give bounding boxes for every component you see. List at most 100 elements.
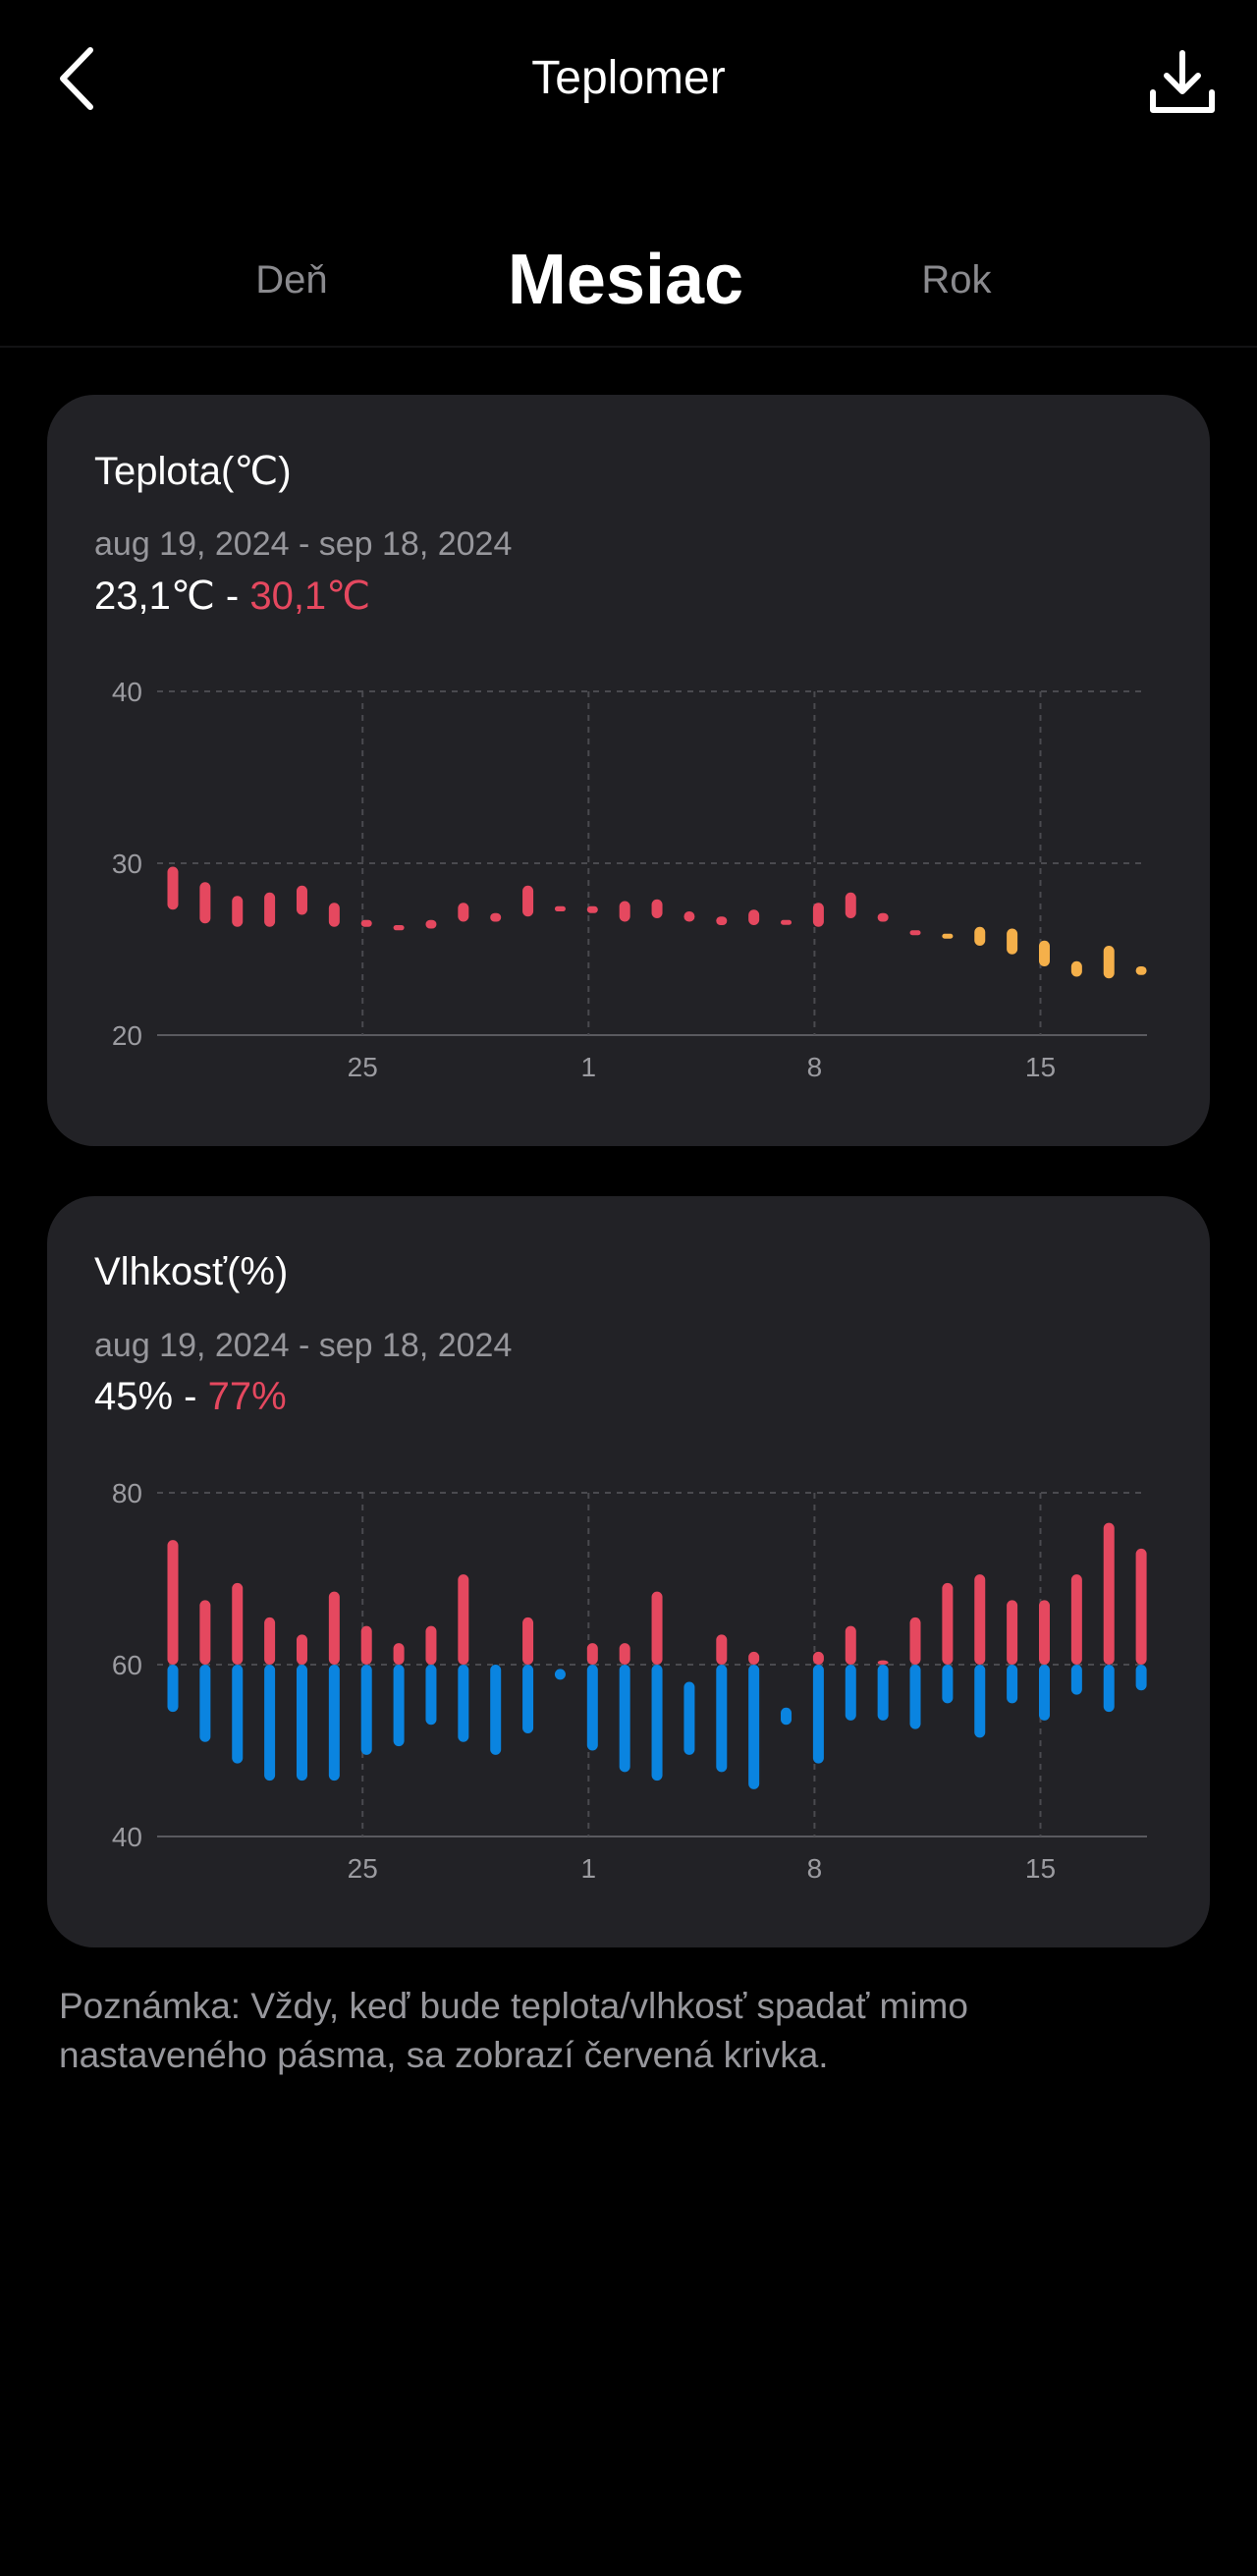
humidity-bar-below[interactable] — [781, 1707, 792, 1726]
humidity-bar-above[interactable] — [619, 1643, 630, 1665]
humidity-bar-below[interactable] — [296, 1665, 307, 1781]
temperature-bar[interactable] — [1007, 928, 1018, 955]
humidity-bar-above[interactable] — [458, 1574, 469, 1665]
humidity-bar-above[interactable] — [845, 1625, 856, 1665]
humidity-bar-below[interactable] — [877, 1665, 889, 1721]
temperature-bar[interactable] — [458, 903, 469, 922]
humidity-bar-below[interactable] — [360, 1665, 372, 1755]
temperature-bar[interactable] — [199, 882, 211, 924]
temperature-bar[interactable] — [974, 926, 986, 946]
temperature-bar[interactable] — [490, 912, 502, 922]
temperature-bar[interactable] — [1135, 966, 1147, 975]
temperature-bar[interactable] — [942, 933, 954, 939]
humidity-bar-below[interactable] — [1135, 1665, 1147, 1691]
temperature-chart[interactable]: 20 30 40 25 1 8 15 — [47, 395, 1210, 1146]
humidity-bar-above[interactable] — [586, 1643, 598, 1665]
humidity-bar-above[interactable] — [199, 1600, 211, 1665]
humidity-bar-below[interactable] — [425, 1665, 437, 1726]
humidity-x-tick-label: 1 — [581, 1853, 597, 1884]
temperature-bar[interactable] — [586, 905, 598, 913]
humidity-bar-below[interactable] — [554, 1669, 566, 1680]
temperature-bar[interactable] — [909, 930, 921, 936]
humidity-card[interactable]: Vlhkosť(%) aug 19, 2024 - sep 18, 2024 4… — [47, 1196, 1210, 1947]
humidity-bar-above[interactable] — [909, 1617, 921, 1665]
humidity-bar-above[interactable] — [942, 1582, 954, 1665]
humidity-bar-above[interactable] — [748, 1651, 760, 1665]
humidity-bar-above[interactable] — [1070, 1574, 1082, 1665]
temperature-bar[interactable] — [296, 885, 307, 915]
humidity-bar-above[interactable] — [425, 1625, 437, 1665]
humidity-bar-above[interactable] — [651, 1591, 663, 1665]
humidity-bar-above[interactable] — [1007, 1600, 1018, 1665]
humidity-bar-above[interactable] — [812, 1651, 824, 1665]
humidity-bar-above[interactable] — [232, 1582, 244, 1665]
temperature-bar[interactable] — [554, 905, 566, 911]
humidity-bar-below[interactable] — [812, 1665, 824, 1764]
humidity-bar-below[interactable] — [716, 1665, 728, 1773]
humidity-bar-above[interactable] — [393, 1643, 405, 1665]
humidity-bar-above[interactable] — [360, 1625, 372, 1665]
humidity-bar-below[interactable] — [264, 1665, 276, 1781]
humidity-bar-below[interactable] — [328, 1665, 340, 1781]
temperature-bar[interactable] — [1038, 940, 1050, 966]
temperature-bar[interactable] — [877, 912, 889, 922]
temperature-bar[interactable] — [425, 919, 437, 929]
humidity-bar-below[interactable] — [393, 1665, 405, 1747]
humidity-chart[interactable]: 40 60 80 25 1 8 15 — [47, 1196, 1210, 1947]
humidity-bar-below[interactable] — [974, 1665, 986, 1738]
temperature-card[interactable]: Teplota(℃) aug 19, 2024 - sep 18, 2024 2… — [47, 395, 1210, 1146]
temperature-bar[interactable] — [619, 901, 630, 922]
temperature-bar[interactable] — [328, 903, 340, 927]
temperature-bar[interactable] — [360, 919, 372, 927]
humidity-bar-below[interactable] — [1007, 1665, 1018, 1704]
humidity-bar-below[interactable] — [1070, 1665, 1082, 1695]
temperature-bar[interactable] — [845, 892, 856, 918]
tab-year[interactable]: Rok — [921, 257, 992, 301]
humidity-bar-above[interactable] — [877, 1660, 889, 1665]
humidity-bar-below[interactable] — [490, 1665, 502, 1755]
humidity-bar-below[interactable] — [1103, 1665, 1115, 1713]
temperature-bar[interactable] — [1070, 960, 1082, 977]
temperature-bar[interactable] — [748, 909, 760, 925]
humidity-bar-above[interactable] — [264, 1617, 276, 1665]
humidity-bar-below[interactable] — [586, 1665, 598, 1751]
humidity-bar-below[interactable] — [748, 1665, 760, 1789]
humidity-bar-below[interactable] — [651, 1665, 663, 1781]
temperature-bar[interactable] — [683, 911, 695, 922]
humidity-bar-below[interactable] — [909, 1665, 921, 1729]
humidity-bar-below[interactable] — [619, 1665, 630, 1773]
temperature-bar[interactable] — [393, 925, 405, 931]
download-button[interactable] — [1139, 39, 1226, 126]
humidity-bar-below[interactable] — [845, 1665, 856, 1721]
tab-month[interactable]: Mesiac — [507, 241, 744, 319]
temperature-bar[interactable] — [232, 896, 244, 927]
humidity-bar-below[interactable] — [1038, 1665, 1050, 1721]
temperature-bar[interactable] — [264, 892, 276, 927]
temperature-bar[interactable] — [522, 885, 534, 917]
temperature-bar[interactable] — [716, 916, 728, 925]
humidity-bar-above[interactable] — [1103, 1522, 1115, 1665]
humidity-bar-above[interactable] — [1038, 1600, 1050, 1665]
humidity-bar-below[interactable] — [522, 1665, 534, 1733]
humidity-bar-below[interactable] — [232, 1665, 244, 1764]
humidity-bar-above[interactable] — [296, 1634, 307, 1665]
humidity-bar-above[interactable] — [328, 1591, 340, 1665]
temperature-bar[interactable] — [167, 866, 179, 910]
temperature-bar[interactable] — [781, 919, 792, 925]
temperature-bar[interactable] — [812, 903, 824, 927]
humidity-bar-below[interactable] — [167, 1665, 179, 1713]
humidity-bar-below[interactable] — [458, 1665, 469, 1742]
humidity-bar-above[interactable] — [522, 1617, 534, 1665]
tab-day[interactable]: Deň — [255, 257, 328, 301]
humidity-bar-below[interactable] — [199, 1665, 211, 1742]
temperature-bar[interactable] — [651, 899, 663, 918]
humidity-bar-below[interactable] — [942, 1665, 954, 1704]
back-button[interactable] — [47, 41, 106, 116]
humidity-bar-above[interactable] — [716, 1634, 728, 1665]
humidity-bar-above[interactable] — [974, 1574, 986, 1665]
humidity-bar-below[interactable] — [683, 1681, 695, 1755]
temperature-x-tick-label: 15 — [1025, 1052, 1056, 1082]
temperature-bar[interactable] — [1103, 946, 1115, 979]
humidity-bar-above[interactable] — [1135, 1548, 1147, 1665]
humidity-bar-above[interactable] — [167, 1540, 179, 1665]
